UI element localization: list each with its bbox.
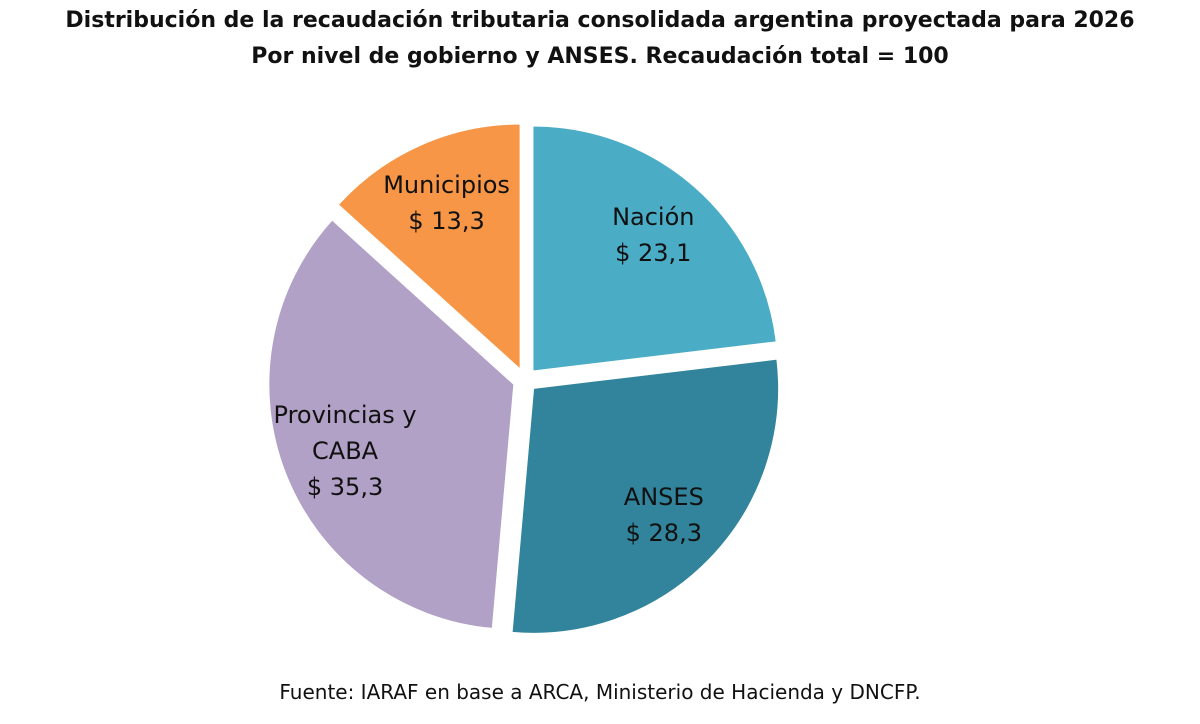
slice-label: Provincias y CABA $ 35,3 — [260, 397, 430, 505]
chart-title: Distribución de la recaudación tributari… — [65, 8, 1135, 33]
chart-subtitle: Por nivel de gobierno y ANSES. Recaudaci… — [251, 44, 949, 69]
value-label: $ 23,1 — [615, 239, 692, 268]
slice-label: ANSES $ 28,3 — [624, 479, 704, 551]
category-label: Provincias y CABA — [273, 400, 417, 465]
value-label: $ 35,3 — [306, 472, 384, 501]
category-label: Nación — [612, 203, 695, 232]
source-note: Fuente: IARAF en base a ARCA, Ministerio… — [279, 680, 921, 704]
slice-label: Nación $ 23,1 — [612, 199, 694, 271]
pie-slice — [532, 125, 777, 372]
category-label: ANSES — [623, 482, 704, 511]
pie-slice — [268, 219, 515, 629]
category-label: Municipios — [383, 171, 510, 200]
pie-slice — [511, 358, 780, 634]
pie-slice — [337, 123, 521, 371]
slice-label: Municipios $ 13,3 — [383, 167, 510, 239]
value-label: $ 28,3 — [625, 518, 702, 547]
value-label: $ 13,3 — [408, 207, 485, 236]
